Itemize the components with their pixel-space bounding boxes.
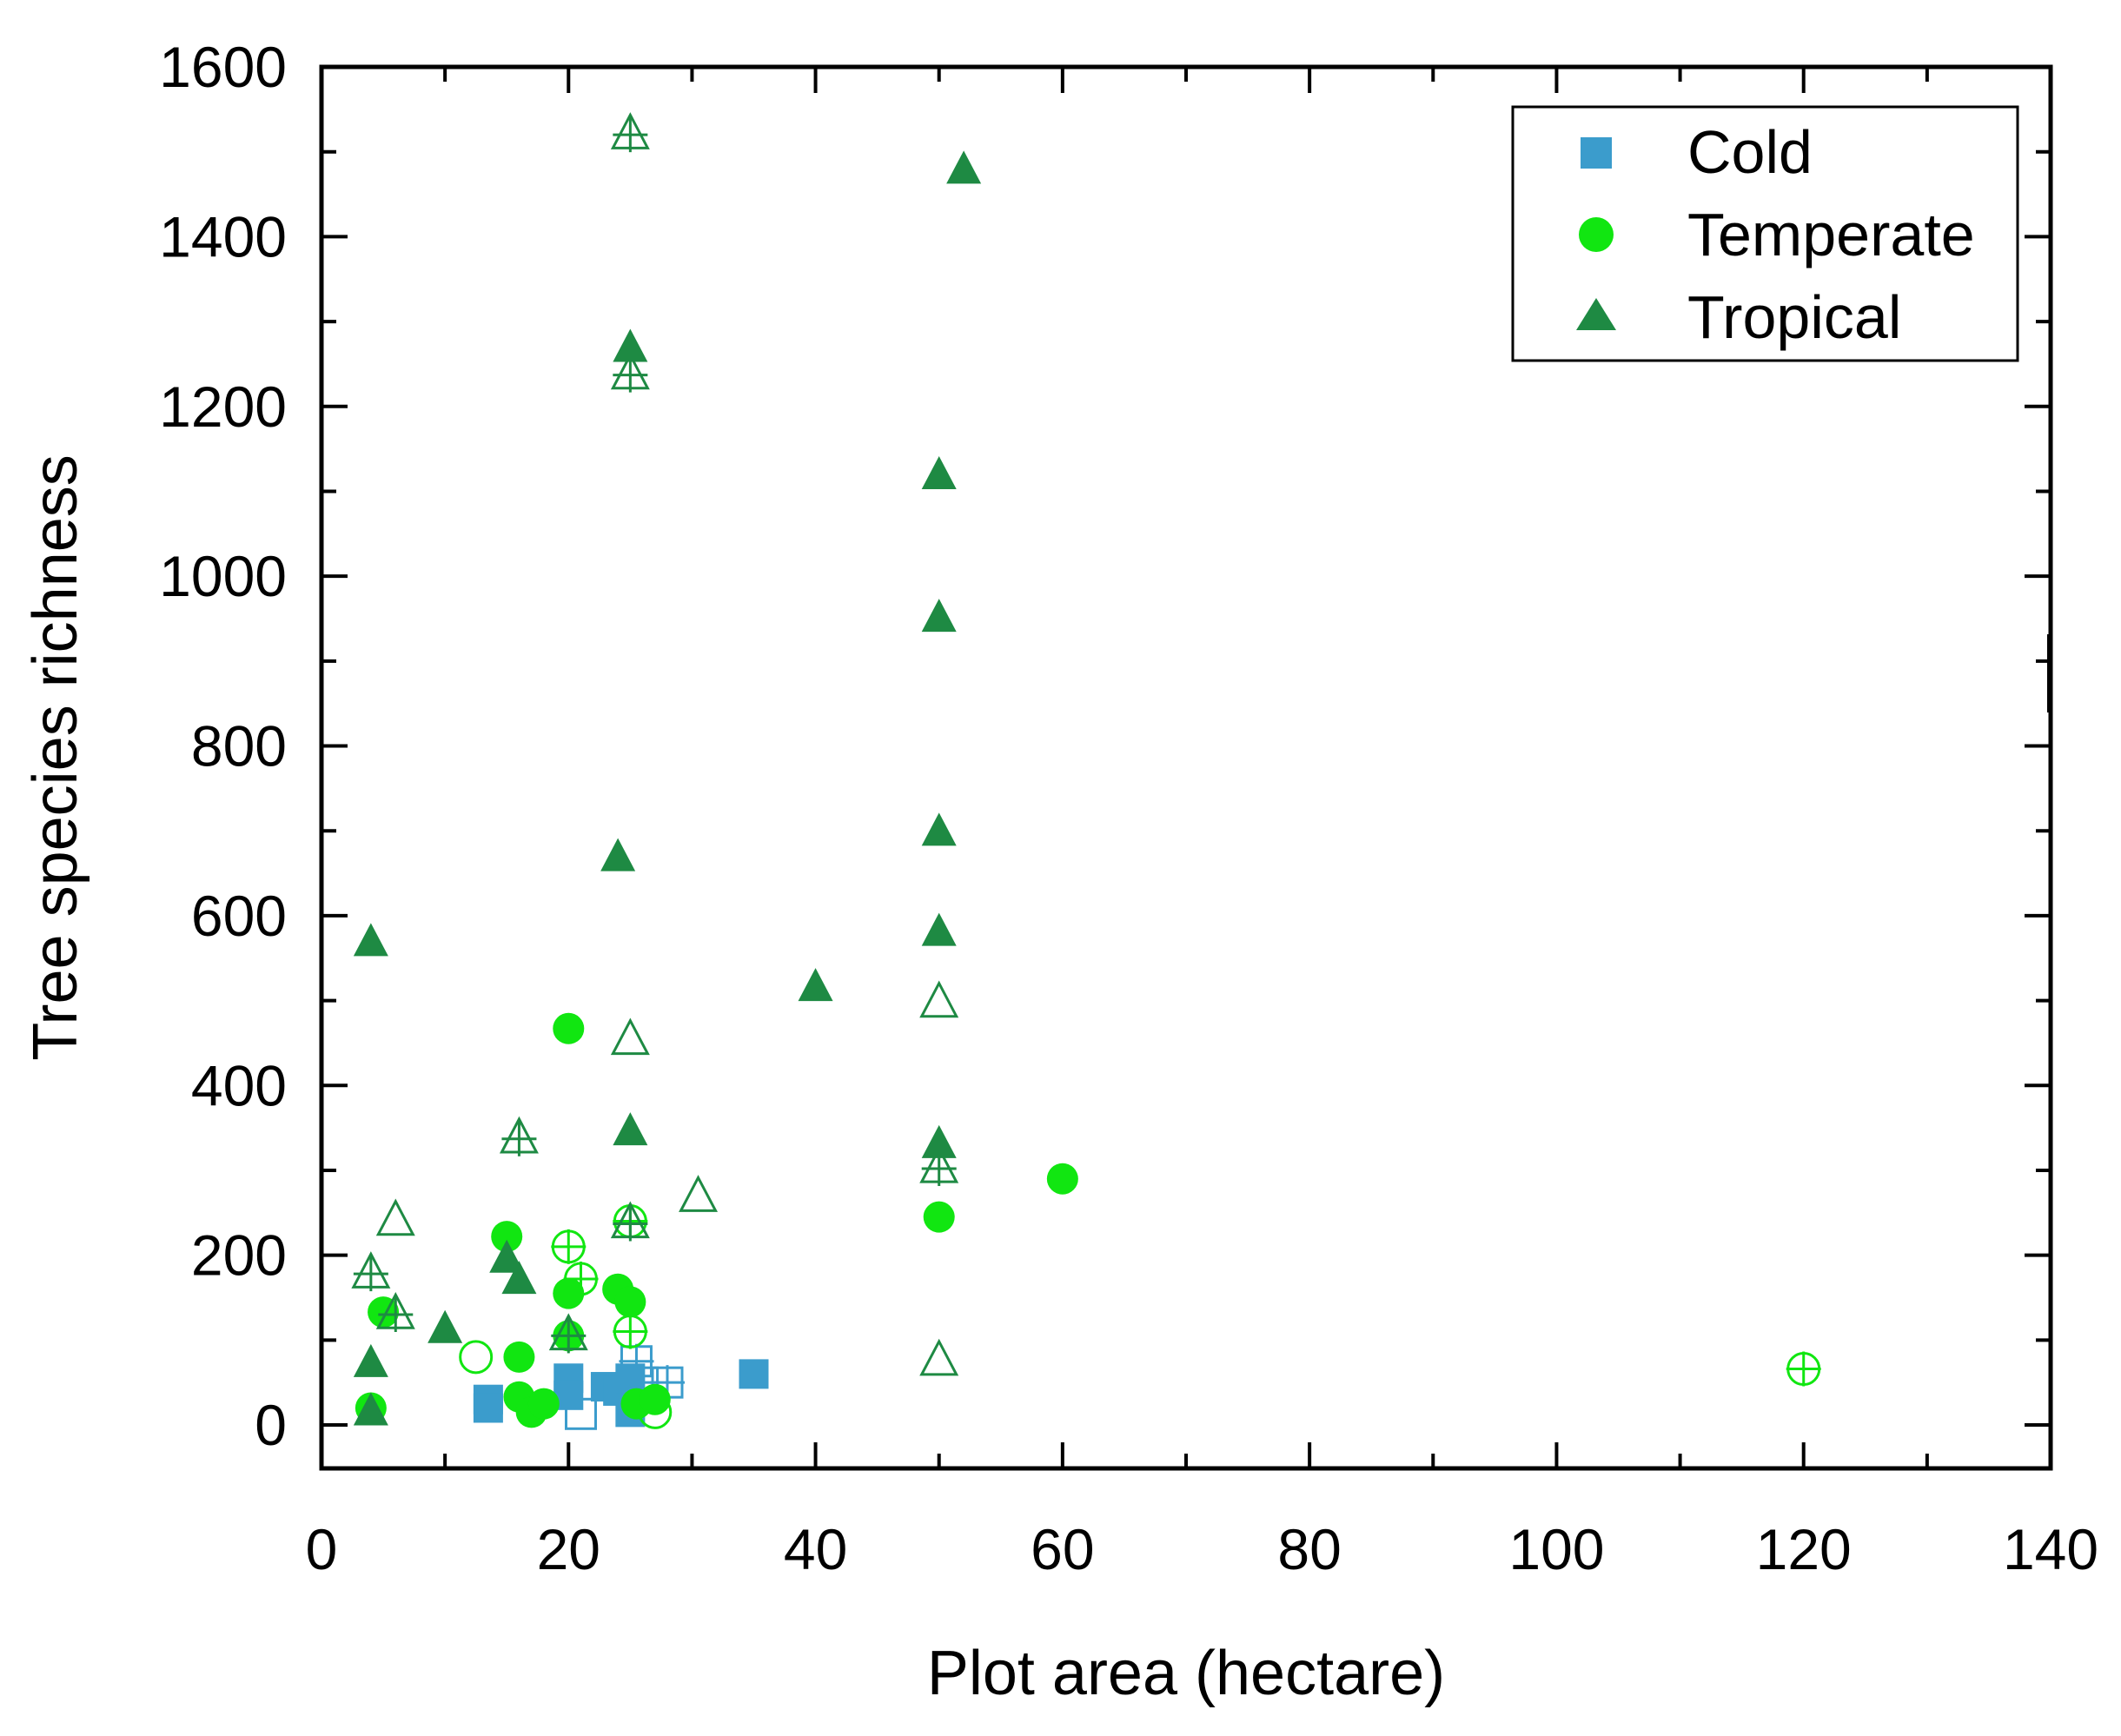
y-tick-label: 200: [191, 1223, 287, 1288]
tropical-point: [798, 968, 833, 1002]
x-tick-label: 20: [537, 1517, 600, 1581]
tropical-point: [610, 1017, 650, 1056]
tropical-point: [501, 1261, 537, 1295]
tropical-point: [921, 599, 957, 633]
tropical-point: [946, 150, 982, 184]
tropical-point: [489, 1239, 525, 1273]
temperate-point: [459, 1340, 494, 1375]
tropical-point: [600, 838, 636, 871]
x-axis-title: Plot area (hectare): [927, 1639, 1445, 1708]
tropical-point: [353, 1343, 388, 1377]
temperate-point: [368, 1296, 400, 1329]
y-tick-label: 0: [255, 1393, 287, 1457]
temperate-point: [491, 1221, 523, 1253]
temperate-point: [527, 1388, 560, 1420]
legend-circle-marker: [1579, 217, 1614, 252]
y-tick-label: 600: [191, 884, 287, 948]
x-tick-label: 120: [1756, 1517, 1852, 1581]
cold-point: [615, 1363, 646, 1394]
y-tick-label: 800: [191, 714, 287, 779]
x-tick-label: 0: [306, 1517, 338, 1581]
y-tick-label: 1400: [159, 204, 287, 268]
temperate-point: [639, 1383, 671, 1415]
cold-point: [473, 1393, 503, 1423]
y-tick-label: 1600: [159, 35, 287, 99]
tropical-point: [921, 1124, 957, 1158]
temperate-point: [923, 1201, 955, 1233]
axis-tick-labels: 0 20 40 60 80 100 120 1400200400600800100012001…: [159, 35, 2098, 1581]
x-tick-label: 60: [1031, 1517, 1094, 1581]
cold-point: [739, 1359, 769, 1389]
temperate-point: [553, 1277, 585, 1309]
temperate-point: [1046, 1163, 1078, 1195]
legend: Cold Temperate Tropical: [1511, 105, 2019, 362]
temperate-point: [553, 1012, 585, 1044]
tropical-point: [428, 1309, 463, 1343]
temperate-point: [614, 1286, 646, 1318]
legend-label-tropical: Tropical: [1687, 283, 1901, 351]
tropical-point: [353, 1392, 388, 1426]
tropical-point: [919, 980, 959, 1018]
y-tick-label: 1200: [159, 374, 287, 439]
tropical-point: [679, 1175, 719, 1212]
legend-label-temperate: Temperate: [1687, 201, 1975, 268]
legend-triangle-marker: [1576, 298, 1616, 330]
temperate-point: [503, 1341, 535, 1373]
y-tick-label: 400: [191, 1053, 287, 1117]
legend-square-marker: [1581, 137, 1612, 169]
legend-label-cold: Cold: [1687, 118, 1813, 186]
x-tick-label: 80: [1277, 1517, 1341, 1581]
tropical-point: [921, 912, 957, 946]
tropical-point: [613, 1112, 648, 1146]
x-tick-label: 140: [2003, 1517, 2098, 1581]
y-axis-title: Tree species richness: [21, 454, 90, 1061]
tropical-point: [919, 1338, 959, 1376]
x-tick-label: 100: [1508, 1517, 1604, 1581]
tropical-point: [375, 1198, 415, 1236]
axis-ticks: [320, 65, 2052, 1468]
data-points: [351, 112, 1821, 1430]
x-tick-label: 40: [784, 1517, 847, 1581]
tropical-point: [613, 328, 648, 362]
y-tick-label: 1000: [159, 544, 287, 608]
tropical-point: [921, 456, 957, 490]
tropical-point: [353, 923, 388, 957]
tropical-point: [921, 812, 957, 846]
